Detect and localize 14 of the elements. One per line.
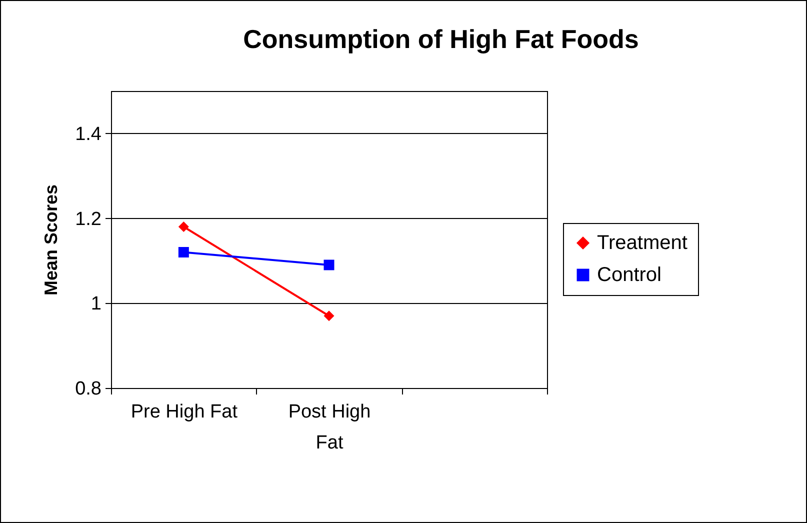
y-tick-label: 1 <box>90 294 102 315</box>
x-tick-label: Pre High Fat <box>130 402 238 422</box>
point <box>324 310 334 322</box>
legend-label: Treatment <box>597 232 688 254</box>
y-axis-title: Mean Scores <box>41 184 62 296</box>
y-tick-label: 1.2 <box>75 208 102 230</box>
point <box>324 260 334 270</box>
x-tick-label: Post High Fat <box>288 402 371 454</box>
y-tick-label: 0.8 <box>75 378 102 400</box>
point <box>178 246 189 258</box>
legend-label: Control <box>597 264 662 286</box>
chart-title: Consumption of High Fat Foods <box>243 24 639 54</box>
point <box>178 222 189 232</box>
y-tick-label: 1.4 <box>75 124 102 145</box>
